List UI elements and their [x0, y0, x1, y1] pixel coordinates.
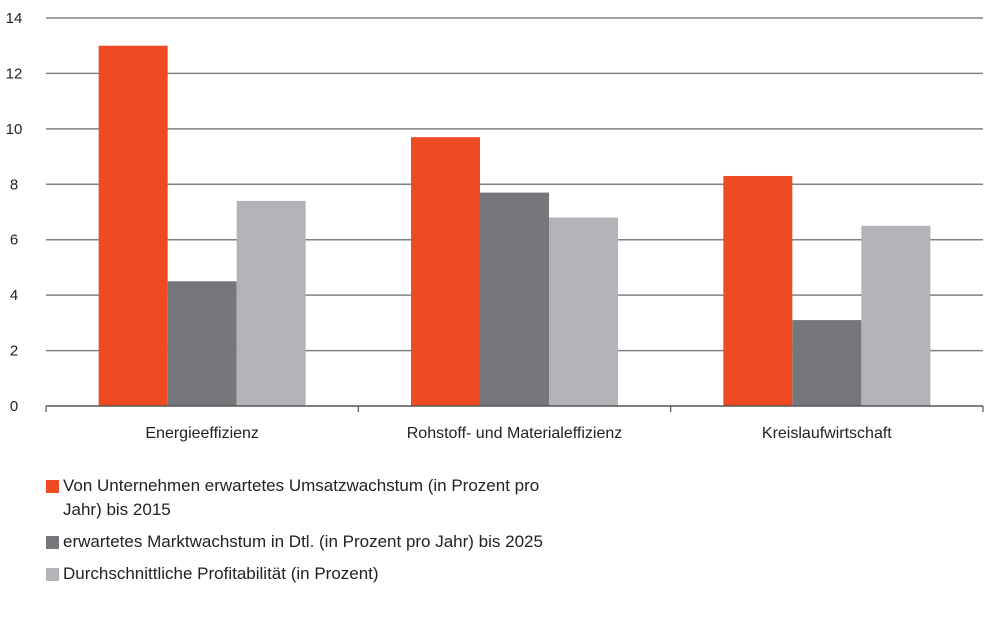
- category-label: Energieeffizienz: [145, 425, 259, 442]
- bar: [411, 137, 480, 406]
- legend: Von Unternehmen erwartetes Umsatzwachstu…: [46, 474, 606, 594]
- y-tick-label: 4: [10, 287, 18, 304]
- bar: [792, 320, 862, 406]
- y-tick-label: 8: [10, 176, 18, 193]
- bar: [861, 225, 931, 406]
- category-label: Kreislaufwirtschaft: [762, 425, 892, 442]
- y-tick-label: 2: [10, 343, 18, 360]
- legend-swatch: [46, 568, 59, 581]
- bar-chart: 0 2 4 6 8 10 12 14 Energieeffizienz Rohstoff- un…: [6, 10, 984, 442]
- legend-item: Von Unternehmen erwartetes Umsatzwachstu…: [46, 474, 606, 522]
- legend-swatch: [46, 480, 59, 493]
- bar: [723, 175, 793, 406]
- legend-label: Von Unternehmen erwartetes Umsatzwachstu…: [63, 476, 540, 519]
- y-tick-label: 12: [6, 65, 23, 82]
- bars: [98, 45, 931, 406]
- legend-item: erwartetes Marktwachstum in Dtl. (in Pro…: [46, 530, 606, 554]
- y-tick-label: 6: [10, 232, 18, 249]
- bar: [480, 192, 549, 406]
- y-tick-label: 0: [10, 398, 18, 415]
- bar: [98, 45, 168, 406]
- x-axis: [45, 405, 984, 412]
- legend-swatch: [46, 536, 59, 549]
- y-axis-ticks: 0 2 4 6 8 10 12 14: [6, 10, 23, 415]
- bar: [236, 200, 306, 406]
- y-tick-label: 14: [6, 10, 23, 27]
- category-label: Rohstoff- und Materialeffizienz: [407, 425, 623, 442]
- category-labels: Energieeffizienz Rohstoff- und Materialef…: [145, 425, 892, 442]
- legend-item: Durchschnittliche Profitabilität (in Pro…: [46, 562, 606, 586]
- bar: [549, 217, 618, 406]
- legend-label: erwartetes Marktwachstum in Dtl. (in Pro…: [63, 532, 543, 551]
- y-tick-label: 10: [6, 121, 23, 138]
- legend-label: Durchschnittliche Profitabilität (in Pro…: [63, 564, 379, 583]
- bar: [167, 281, 237, 406]
